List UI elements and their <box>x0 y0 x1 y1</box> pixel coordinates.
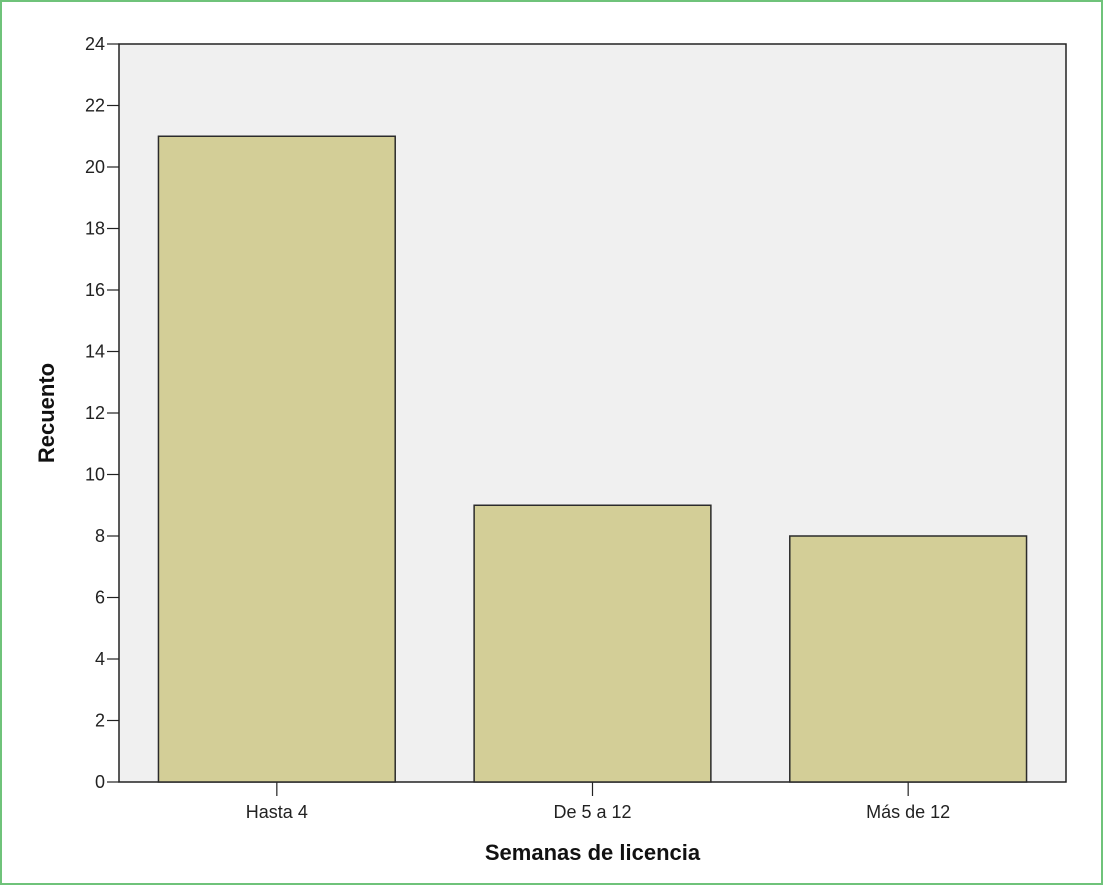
bar <box>789 535 1028 783</box>
y-tick-label: 10 <box>85 465 105 485</box>
y-tick-label: 6 <box>95 588 105 608</box>
x-tick-label: Hasta 4 <box>246 802 308 822</box>
x-tick-label: Más de 12 <box>866 802 950 822</box>
y-tick-label: 24 <box>85 34 105 54</box>
x-tick-label: De 5 a 12 <box>553 802 631 822</box>
y-axis-title: Recuento <box>34 363 59 463</box>
y-tick-label: 18 <box>85 219 105 239</box>
y-tick-label: 0 <box>95 772 105 792</box>
bar <box>157 135 396 783</box>
x-axis-title: Semanas de licencia <box>485 840 701 865</box>
y-tick-label: 16 <box>85 280 105 300</box>
bars <box>157 135 1028 783</box>
y-tick-label: 12 <box>85 403 105 423</box>
y-tick-label: 2 <box>95 711 105 731</box>
y-tick-label: 20 <box>85 157 105 177</box>
x-axis: Hasta 4 De 5 a 12 Más de 12 <box>246 782 950 822</box>
y-tick-label: 8 <box>95 526 105 546</box>
y-tick-label: 22 <box>85 96 105 116</box>
y-tick-label: 14 <box>85 342 105 362</box>
y-tick-label: 4 <box>95 649 105 669</box>
bar <box>473 504 712 783</box>
